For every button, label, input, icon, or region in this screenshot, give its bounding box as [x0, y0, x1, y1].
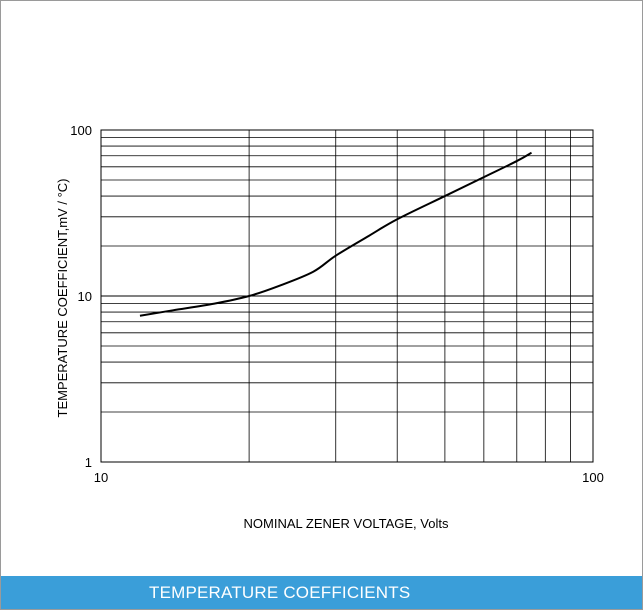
caption-title: TEMPERATURE COEFFICIENTS	[149, 582, 411, 602]
plot-area-border	[100, 129, 594, 463]
caption-bar: TEMPERATURE COEFFICIENTS	[1, 576, 642, 609]
y-axis-label: TEMPERATURE COEFFICIENT,mV / °C)	[55, 179, 70, 418]
y-tick-label: 1	[85, 455, 92, 470]
x-axis-label: NOMINAL ZENER VOLTAGE, Volts	[244, 516, 449, 531]
x-tick-label: 10	[94, 470, 108, 485]
chart-series-layer	[139, 151, 533, 317]
chart-grid	[101, 130, 593, 462]
y-tick-label: 100	[70, 123, 92, 138]
y-tick-label: 10	[78, 289, 92, 304]
x-tick-label: 100	[582, 470, 604, 485]
series-line-0	[139, 151, 533, 317]
